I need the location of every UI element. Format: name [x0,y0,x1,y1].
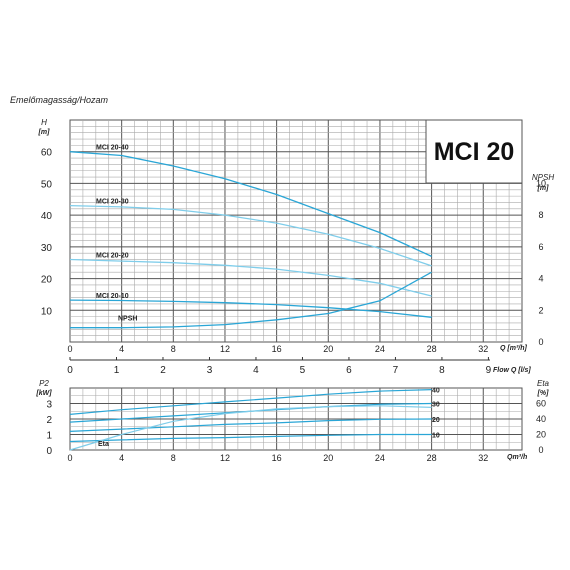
series-line [69,151,432,257]
y-tick-label: 50 [41,179,53,190]
x-tick-label: 28 [427,453,437,463]
series-label: NPSH [118,316,137,323]
flow-tick-label: 3 [207,365,213,376]
npsh-tick-label: 0 [538,337,543,347]
npsh-tick-label: 4 [538,274,543,284]
series-line [69,405,432,451]
npsh-tick-label: 10 [536,178,546,188]
npsh-axis-title: NPSH [532,173,554,182]
x-tick-label: 12 [220,344,230,354]
series-tag: Eta [98,441,109,448]
flow-tick-label: 2 [160,365,166,376]
series-line [69,389,432,415]
y-tick-label: 10 [41,306,53,317]
flow-tick-label: 0 [67,365,73,376]
series-tag: 30 [432,402,440,409]
flow-tick-label: 6 [346,365,352,376]
series-tag: 40 [432,388,440,395]
series-line [70,271,432,329]
x-tick-label: 16 [272,344,282,354]
p2-tick-label: 1 [46,431,52,442]
flow-tick-label: 4 [253,365,259,376]
series-line [69,204,432,267]
series-label: MCI 20-20 [96,253,129,260]
x-tick-label: 32 [478,344,488,354]
npsh-tick-label: 8 [538,210,543,220]
x-tick-label: 16 [272,453,282,463]
series-tag: 20 [432,417,440,424]
x-tick-label: 0 [67,344,72,354]
x-tick-label: 24 [375,344,385,354]
y-tick-label: 60 [41,148,53,159]
eta-axis-unit: [%] [537,390,550,397]
model-title-box [425,119,523,184]
series-label: MCI 20-10 [96,293,129,300]
x-tick-label: 20 [323,453,333,463]
x-tick-label: 8 [171,344,176,354]
y-tick-label: 30 [41,243,53,254]
flow-axis-title: Flow Q [l/s] [493,367,531,374]
npsh-tick-label: 2 [538,305,543,315]
x-tick-label: 24 [375,453,385,463]
series-line [69,299,432,318]
x-tick-label: 28 [427,344,437,354]
p2-tick-label: 2 [46,415,52,426]
eta-axis-title: Eta [537,379,550,388]
power-x-axis-title: Qm³/h [507,454,527,461]
series-label: MCI 20-30 [96,199,129,206]
flow-tick-label: 9 [486,365,492,376]
eta-tick-label: 0 [538,445,543,455]
series-line [69,418,432,432]
p2-tick-label: 0 [46,446,52,457]
x-tick-label: 4 [119,453,124,463]
head-axis-unit: [m] [38,129,51,136]
series-line [69,433,432,443]
x-tick-label: 0 [67,453,72,463]
npsh-tick-label: 6 [538,242,543,252]
p2-axis-unit: [kW] [35,390,52,397]
x-tick-label: 4 [119,344,124,354]
x-axis-title: Q [m³/h] [500,345,527,352]
flow-tick-label: 8 [439,365,445,376]
eta-tick-label: 20 [536,430,546,440]
p2-tick-label: 3 [46,400,52,411]
p2-axis-title: P2 [39,379,49,388]
chart-caption: Emelőmagasság/Hozam [10,95,109,105]
flow-tick-label: 7 [393,365,399,376]
model-title: MCI 20 [434,138,515,166]
eta-tick-label: 60 [536,399,546,409]
y-tick-label: 40 [41,211,53,222]
eta-tick-label: 40 [536,414,546,424]
x-tick-label: 12 [220,453,230,463]
flow-tick-label: 1 [114,365,120,376]
series-tag: 10 [432,433,440,440]
npsh-axis-unit: [m] [537,185,550,192]
x-tick-label: 20 [323,344,333,354]
head-axis-title: H [41,118,47,127]
x-tick-label: 32 [478,453,488,463]
flow-tick-label: 5 [300,365,306,376]
x-tick-label: 8 [171,453,176,463]
y-tick-label: 20 [41,275,53,286]
series-line [69,258,432,297]
series-label: MCI 20-40 [96,145,129,152]
